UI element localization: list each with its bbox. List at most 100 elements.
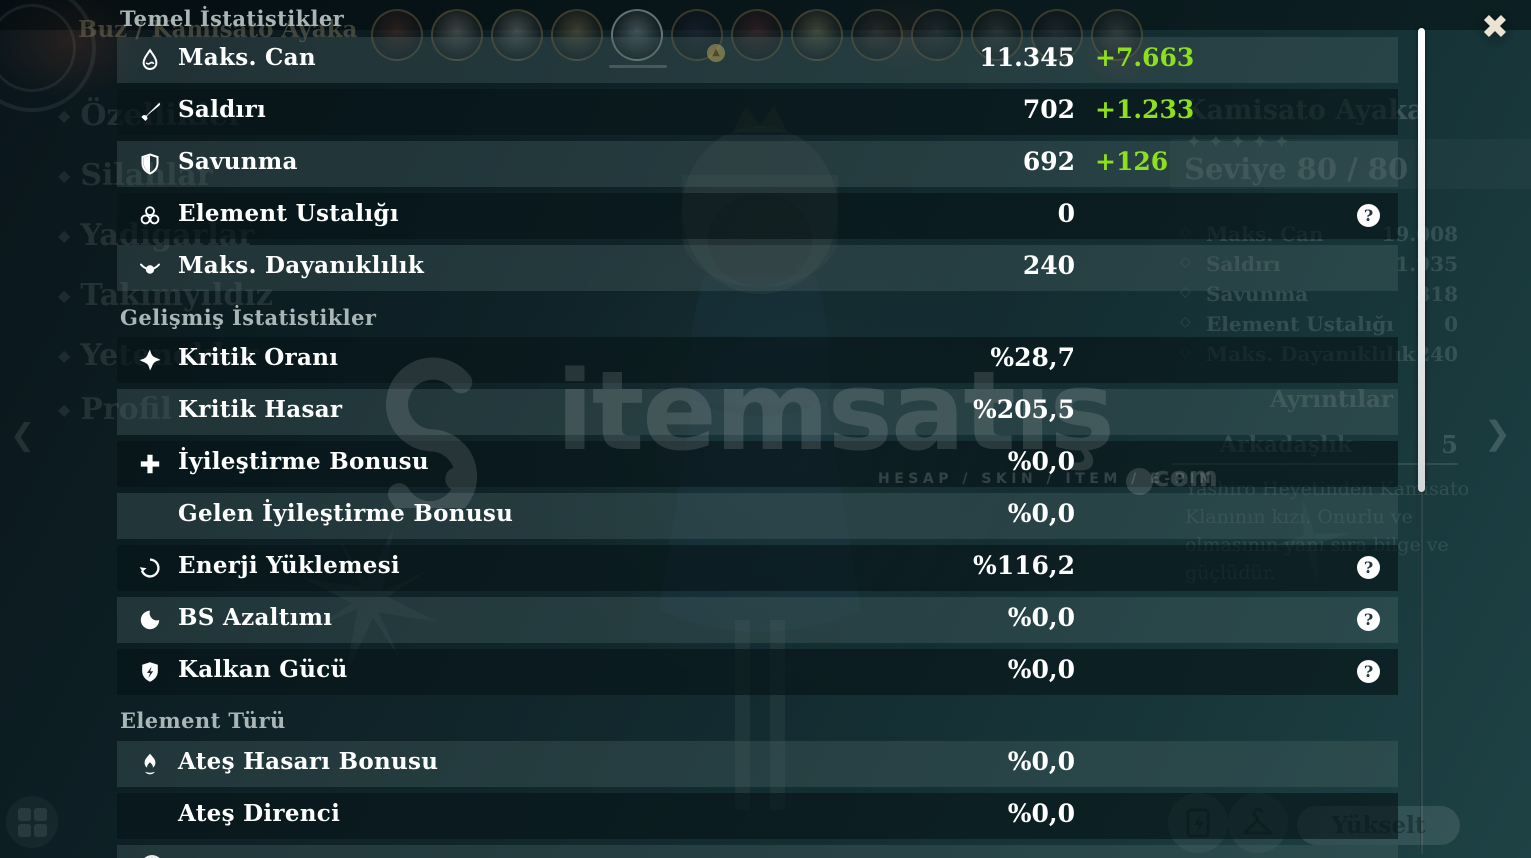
- stat-value: %205,5: [972, 395, 1075, 424]
- stat-label: Gelen İyileştirme Bonusu: [178, 500, 514, 527]
- party-avatar: ▲: [671, 9, 725, 62]
- help-icon[interactable]: ?: [1357, 660, 1380, 683]
- party-avatar: [611, 9, 663, 61]
- sidebar-bullet-icon: ◆: [58, 346, 71, 365]
- ghost-stat-label: Savunma: [1206, 282, 1309, 306]
- stat-label: Ateş Direnci: [178, 800, 341, 827]
- stat-value: %0,0: [1007, 747, 1075, 776]
- sidebar-item: ◆ Profil: [58, 392, 172, 427]
- rarity-star-icon: ✦: [1251, 131, 1274, 153]
- close-button[interactable]: ✖: [1472, 4, 1518, 50]
- stat-bonus-value: +126: [1095, 147, 1169, 176]
- stat-value: %28,7: [990, 343, 1075, 372]
- stat-label: Maks. Can: [178, 44, 316, 71]
- elemental-mastery-icon: [138, 204, 162, 228]
- stat-value: %0,0: [1007, 447, 1075, 476]
- character-level: Seviye 80 / 80: [1184, 152, 1409, 186]
- stat-row: BS Azaltımı %0,0?: [117, 597, 1398, 643]
- element-emblem-inner: [0, 4, 76, 92]
- pyro-icon: [138, 752, 162, 776]
- crit-rate-icon: [138, 348, 162, 372]
- sidebar-item-label: Takımyıldız: [80, 278, 273, 313]
- stat-value: %0,0: [1007, 603, 1075, 632]
- friendship-level: 5: [1441, 430, 1458, 459]
- stat-label: Savunma: [178, 148, 298, 175]
- stat-value: %116,2: [972, 551, 1075, 580]
- stat-label: Saldırı: [178, 96, 267, 123]
- section-title: Gelişmiş İstatistikler: [120, 305, 377, 330]
- sidebar-item: ◆ Takımyıldız: [58, 278, 273, 313]
- sidebar-bullet-icon: ◆: [58, 166, 71, 185]
- party-avatar: [791, 9, 843, 61]
- ghost-stat-row: ◇ Element Ustalığı 0: [1170, 310, 1458, 338]
- stat-bonus-value: +1.233: [1095, 95, 1195, 124]
- stat-label: Kritik Hasar: [178, 396, 343, 423]
- help-icon[interactable]: ?: [1357, 608, 1380, 631]
- party-avatar: [431, 9, 483, 61]
- stat-row: Enerji Yüklemesi %116,2?: [117, 545, 1398, 591]
- rarity-star-icon: ✦: [1186, 131, 1208, 153]
- party-avatar: [971, 9, 1023, 61]
- close-icon: ✖: [1481, 7, 1509, 46]
- stat-row: Gelen İyileştirme Bonusu %0,0: [117, 493, 1398, 539]
- party-avatar: [551, 9, 603, 61]
- cooldown-reduction-icon: [138, 608, 162, 632]
- stat-value: %0,0: [1007, 799, 1075, 828]
- details-link: Ayrıntılar: [1270, 386, 1393, 413]
- section-title: Temel İstatistikler: [120, 6, 345, 31]
- stat-row: Maks. Can 11.345 +7.663: [117, 37, 1398, 83]
- stat-row: Maks. Dayanıklılık 240: [117, 245, 1398, 291]
- help-icon[interactable]: ?: [1357, 556, 1380, 579]
- stat-label: Maks. Dayanıklılık: [178, 252, 425, 279]
- stat-label: Kritik Oranı: [178, 344, 339, 371]
- stat-value: %0,0: [1007, 499, 1075, 528]
- stat-row: Kalkan Gücü %0,0?: [117, 649, 1398, 695]
- section-title: Element Türü: [120, 708, 286, 733]
- scrollbar-thumb[interactable]: [1418, 28, 1425, 492]
- ghost-stat-label: Saldırı: [1206, 252, 1281, 276]
- stat-row: Kritik Oranı %28,7: [117, 337, 1398, 383]
- sidebar-bullet-icon: ◆: [58, 400, 71, 419]
- rarity-star-icon: ✦: [1273, 131, 1296, 153]
- help-icon[interactable]: ?: [1357, 204, 1380, 227]
- stat-row: Element Ustalığı 0?: [117, 193, 1398, 239]
- stat-value: 692: [1022, 147, 1075, 176]
- sidebar-bullet-icon: ◆: [58, 106, 71, 125]
- ghost-stat-row: ◇ Saldırı 1.935: [1170, 250, 1458, 278]
- ghost-stat-icon: ◇: [1180, 314, 1191, 330]
- rarity-star-icon: ✦: [1229, 131, 1252, 153]
- ghost-stat-value: 1.935: [1395, 252, 1458, 276]
- stat-row: Savunma 692 +126: [117, 141, 1398, 187]
- stat-icon-partial: [141, 855, 163, 858]
- rarity-star-icon: ✦: [1207, 131, 1230, 153]
- rarity-stars: ✦✦✦✦✦: [1186, 131, 1296, 153]
- sidebar-bullet-icon: ◆: [58, 286, 71, 305]
- stat-row: İyileştirme Bonusu %0,0: [117, 441, 1398, 487]
- stamina-icon: [138, 256, 162, 280]
- party-avatar: [731, 9, 783, 61]
- stat-label: BS Azaltımı: [178, 604, 333, 631]
- snowflake-decoration-small: [1271, 497, 1349, 583]
- selected-avatar-underline: [609, 65, 667, 68]
- stat-bonus-value: +7.663: [1095, 43, 1195, 72]
- stat-value: 0: [1057, 199, 1075, 228]
- stat-row: Saldırı 702 +1.233: [117, 89, 1398, 135]
- stat-value: 702: [1022, 95, 1075, 124]
- stat-value: 11.345: [979, 43, 1075, 72]
- sidebar-bullet-icon: ◆: [58, 226, 71, 245]
- ghost-stat-icon: ◇: [1180, 284, 1191, 300]
- sidebar-item: ◆ Silahlar: [58, 158, 213, 193]
- menu-grid-button: [6, 796, 58, 848]
- party-avatar: [1091, 9, 1143, 61]
- party-avatar: [1031, 9, 1083, 61]
- stat-label: Enerji Yüklemesi: [178, 552, 400, 579]
- stat-label: Element Ustalığı: [178, 200, 399, 227]
- ghost-stat-icon: ◇: [1180, 254, 1191, 270]
- stat-value: 240: [1022, 251, 1075, 280]
- party-avatar: [911, 9, 963, 61]
- stat-row-partial: [117, 845, 1398, 858]
- ghost-stat-label: Element Ustalığı: [1206, 312, 1394, 336]
- stat-label: Ateş Hasarı Bonusu: [178, 748, 439, 775]
- party-avatar: [491, 9, 543, 61]
- energy-recharge-icon: [138, 556, 162, 580]
